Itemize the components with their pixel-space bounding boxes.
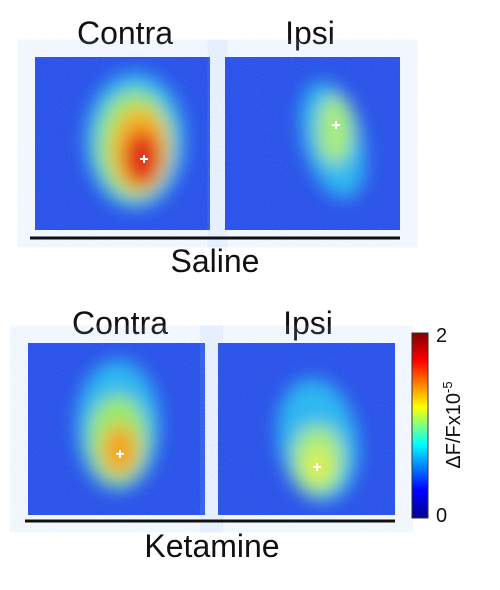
colorbar-label: ΔF/Fx10-5 [440,381,465,468]
colorbar-exponent: -5 [440,381,455,393]
group-label: Ketamine [144,528,279,564]
colorbar-tick: 2 [436,325,447,347]
colorbar-tick: 0 [436,505,447,527]
heatmap [35,57,210,230]
heatmap [225,57,400,230]
panel-title: Ipsi [283,305,333,341]
panel-title: Contra [72,305,168,341]
colorbar [411,332,429,519]
panel-title: Ipsi [285,15,335,51]
group-label: Saline [171,243,260,279]
heatmap [218,343,395,515]
heatmap [28,343,205,515]
panel-title: Contra [77,15,173,51]
colorbar-label-text: ΔF/Fx10 [443,393,465,469]
